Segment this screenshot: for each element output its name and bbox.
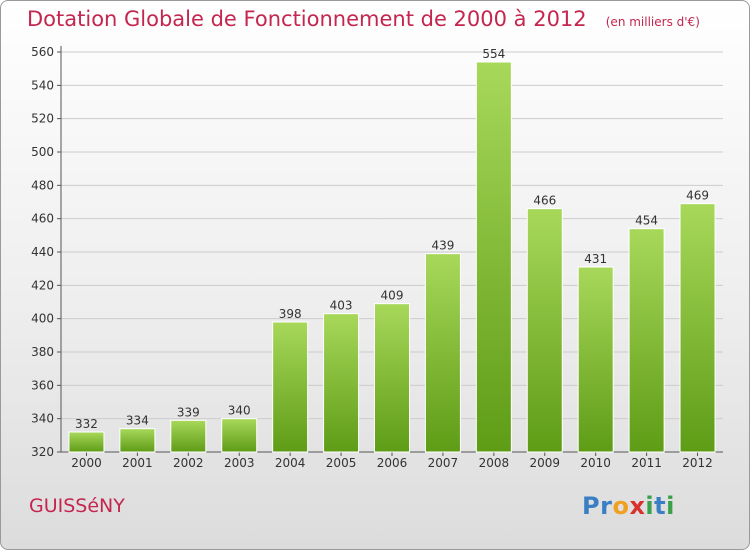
logo-letter: o (612, 492, 630, 520)
y-tick-label: 520 (31, 112, 54, 126)
y-tick-label: 340 (31, 412, 54, 426)
bar-2007 (424, 253, 461, 453)
chart-title: Dotation Globale de Fonctionnement de 20… (27, 7, 700, 31)
value-label-2002: 339 (177, 405, 200, 419)
y-tick-label: 440 (31, 245, 54, 259)
logo-letter: i (645, 492, 655, 520)
x-tick-label-2005: 2005 (326, 456, 357, 470)
x-tick-label-2003: 2003 (224, 456, 255, 470)
x-tick-label-2000: 2000 (71, 456, 102, 470)
value-label-2005: 403 (330, 299, 353, 313)
y-tick-label: 540 (31, 78, 54, 92)
value-label-2011: 454 (635, 214, 658, 228)
chart-title-text: Dotation Globale de Fonctionnement de 20… (27, 7, 587, 31)
logo-letter: P (582, 492, 601, 520)
commune-name: GUISSéNY (29, 495, 125, 517)
bar-2009 (526, 208, 563, 453)
labels: 320 340 360 380 400 420 440 460 480 500 520 540 560 3… (31, 45, 713, 470)
bar-2006 (374, 303, 410, 453)
value-label-2012: 469 (686, 189, 709, 203)
x-tick-label-2001: 2001 (122, 456, 153, 470)
bar-2005 (323, 313, 360, 453)
chart-unit-note: (en milliers d'€) (605, 15, 700, 29)
value-label-2004: 398 (279, 307, 302, 321)
value-label-2009: 466 (533, 194, 556, 208)
value-label-2007: 439 (431, 239, 454, 253)
x-tick-label-2012: 2012 (682, 456, 713, 470)
bar-2008 (475, 61, 512, 453)
x-tick-label-2011: 2011 (631, 456, 662, 470)
logo-letter: r (600, 492, 613, 520)
value-label-2001: 334 (126, 414, 149, 428)
bar-2010 (577, 266, 614, 453)
bar-2012 (679, 203, 716, 453)
y-tick-label: 380 (31, 345, 54, 359)
y-tick-label: 320 (31, 445, 54, 459)
x-tick-label-2007: 2007 (428, 456, 459, 470)
y-tick-label: 480 (31, 178, 54, 192)
bar-2011 (628, 228, 665, 453)
y-tick-label: 500 (31, 145, 54, 159)
bar-2000 (68, 431, 105, 453)
bar-2004 (272, 321, 309, 453)
x-tick-label-2008: 2008 (479, 456, 510, 470)
y-tick-label: 420 (31, 278, 54, 292)
x-tick-label-2009: 2009 (529, 456, 560, 470)
y-tick-label: 400 (31, 312, 54, 326)
value-label-2003: 340 (228, 404, 251, 418)
x-tick-label-2004: 2004 (275, 456, 306, 470)
x-tick-label-2010: 2010 (580, 456, 611, 470)
bars (68, 61, 716, 453)
bar-2001 (119, 428, 156, 453)
y-tick-label: 460 (31, 212, 54, 226)
bar-2002 (170, 419, 207, 453)
value-label-2000: 332 (75, 417, 98, 431)
value-label-2006: 409 (381, 289, 404, 303)
proxiti-logo: Proxiti (582, 492, 675, 520)
logo-letter: i (666, 492, 675, 520)
value-label-2008: 554 (482, 47, 505, 61)
x-tick-label-2006: 2006 (377, 456, 408, 470)
bar-2003 (221, 418, 258, 453)
value-label-2010: 431 (584, 252, 607, 266)
x-tick-label-2002: 2002 (173, 456, 204, 470)
y-tick-label: 560 (31, 45, 54, 59)
y-tick-label: 360 (31, 378, 54, 392)
logo-letter: x (629, 492, 646, 520)
logo-letter: t (654, 492, 667, 520)
